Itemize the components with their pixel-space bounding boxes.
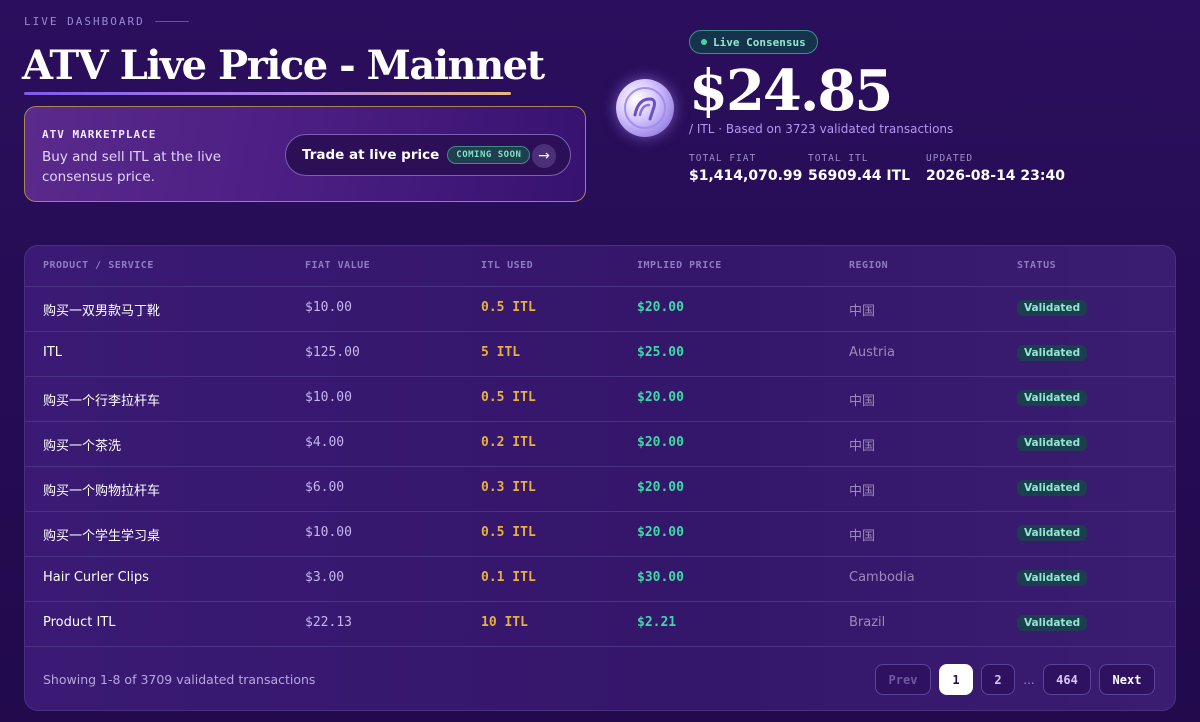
cell-fiat: $22.13: [305, 615, 352, 630]
cell-implied: $20.00: [637, 525, 684, 540]
column-header-implied: IMPLIED PRICE: [637, 260, 722, 271]
cell-itl: 0.5 ITL: [481, 300, 536, 315]
cell-region: 中国: [849, 529, 876, 544]
stat-total-fiat: TOTAL FIAT $1,414,070.99: [689, 153, 802, 184]
cell-implied: $30.00: [637, 570, 684, 585]
coming-soon-badge: COMING SOON: [447, 146, 531, 164]
marketplace-card: ATV MARKETPLACE Buy and sell ITL at the …: [24, 106, 586, 202]
price-subtitle: / ITL · Based on 3723 validated transact…: [689, 122, 954, 136]
cell-region: Austria: [849, 345, 895, 360]
stat-updated: UPDATED 2026-08-14 23:40: [926, 153, 1065, 184]
cell-fiat: $3.00: [305, 570, 345, 585]
table-row: 购买一个行李拉杆车 $10.00 0.5 ITL $20.00 中国 Valid…: [25, 377, 1175, 422]
stat-total-itl: TOTAL ITL 56909.44 ITL: [808, 153, 910, 184]
cell-region: Cambodia: [849, 570, 915, 585]
cell-itl: 0.2 ITL: [481, 435, 536, 450]
stat-label: TOTAL FIAT: [689, 153, 757, 164]
table-row: ITL $125.00 5 ITL $25.00 Austria Validat…: [25, 332, 1175, 377]
pagination: Prev 1 2 ... 464 Next: [875, 664, 1155, 695]
cell-product: Hair Curler Clips: [43, 570, 149, 585]
cell-itl: 10 ITL: [481, 615, 528, 630]
title-underline: [24, 92, 511, 95]
status-badge: Validated: [1017, 480, 1088, 496]
page-2-button[interactable]: 2: [981, 664, 1015, 695]
column-header-status: STATUS: [1017, 260, 1057, 271]
cell-product: 购买一个学生学习桌: [43, 529, 161, 544]
stat-label: UPDATED: [926, 153, 974, 164]
next-page-button[interactable]: Next: [1099, 664, 1155, 695]
status-badge: Validated: [1017, 615, 1088, 631]
cell-fiat: $125.00: [305, 345, 360, 360]
cell-itl: 5 ITL: [481, 345, 521, 360]
table-row: 购买一个学生学习桌 $10.00 0.5 ITL $20.00 中国 Valid…: [25, 512, 1175, 557]
eyebrow-label: LIVE DASHBOARD: [24, 15, 145, 28]
cell-product: ITL: [43, 345, 63, 360]
pagination-ellipsis: ...: [1023, 672, 1035, 687]
table-row: Product ITL $22.13 10 ITL $2.21 Brazil V…: [25, 602, 1175, 647]
status-badge: Validated: [1017, 300, 1088, 316]
table-row: Hair Curler Clips $3.00 0.1 ITL $30.00 C…: [25, 557, 1175, 602]
cell-implied: $20.00: [637, 435, 684, 450]
cell-region: 中国: [849, 304, 876, 319]
cell-itl: 0.5 ITL: [481, 525, 536, 540]
transactions-table: PRODUCT / SERVICE FIAT VALUE ITL USED IM…: [24, 245, 1176, 711]
cell-itl: 0.3 ITL: [481, 480, 536, 495]
prev-page-button[interactable]: Prev: [875, 664, 931, 695]
stat-value: $1,414,070.99: [689, 168, 803, 184]
cell-implied: $20.00: [637, 390, 684, 405]
cell-product: 购买一个茶洗: [43, 439, 122, 454]
status-badge: Validated: [1017, 570, 1088, 586]
cell-itl: 0.1 ITL: [481, 570, 536, 585]
cell-implied: $2.21: [637, 615, 677, 630]
page-title: ATV Live Price - Mainnet: [22, 42, 545, 89]
marketplace-label: ATV MARKETPLACE: [42, 128, 157, 141]
eyebrow: LIVE DASHBOARD: [24, 15, 189, 28]
cell-implied: $20.00: [637, 300, 684, 315]
trade-button-label: Trade at live price: [302, 147, 440, 163]
status-badge: Validated: [1017, 435, 1088, 451]
live-consensus-label: Live Consensus: [713, 35, 806, 49]
cell-implied: $25.00: [637, 345, 684, 360]
cell-product: 购买一个行李拉杆车: [43, 394, 161, 409]
eyebrow-divider: [154, 21, 189, 22]
marketplace-description: Buy and sell ITL at the live consensus p…: [42, 149, 222, 185]
arrow-right-icon: →: [532, 144, 556, 168]
cell-fiat: $4.00: [305, 435, 345, 450]
stat-value: 56909.44 ITL: [808, 168, 911, 184]
cell-region: 中国: [849, 439, 876, 454]
cell-fiat: $10.00: [305, 300, 352, 315]
cell-implied: $20.00: [637, 480, 684, 495]
status-badge: Validated: [1017, 345, 1088, 361]
live-price: $24.85: [689, 58, 893, 124]
status-badge: Validated: [1017, 525, 1088, 541]
column-header-itl: ITL USED: [481, 260, 534, 271]
cell-product: 购买一双男款马丁靴: [43, 304, 161, 319]
page-last-button[interactable]: 464: [1043, 664, 1091, 695]
cell-region: Brazil: [849, 615, 886, 630]
table-row: 购买一个茶洗 $4.00 0.2 ITL $20.00 中国 Validated: [25, 422, 1175, 467]
trade-at-live-price-button[interactable]: Trade at live price COMING SOON →: [285, 134, 571, 176]
table-row: 购买一个购物拉杆车 $6.00 0.3 ITL $20.00 中国 Valida…: [25, 467, 1175, 512]
cell-region: 中国: [849, 394, 876, 409]
table-row: 购买一双男款马丁靴 $10.00 0.5 ITL $20.00 中国 Valid…: [25, 287, 1175, 332]
cell-fiat: $10.00: [305, 390, 352, 405]
status-badge: Validated: [1017, 390, 1088, 406]
stat-label: TOTAL ITL: [808, 153, 869, 164]
cell-itl: 0.5 ITL: [481, 390, 536, 405]
live-consensus-badge: Live Consensus: [689, 30, 818, 54]
table-header: PRODUCT / SERVICE FIAT VALUE ITL USED IM…: [25, 246, 1175, 287]
column-header-product: PRODUCT / SERVICE: [43, 260, 154, 271]
itl-coin-icon: [616, 79, 674, 137]
cell-fiat: $6.00: [305, 480, 345, 495]
stat-value: 2026-08-14 23:40: [926, 168, 1065, 184]
column-header-region: REGION: [849, 260, 889, 271]
column-header-fiat: FIAT VALUE: [305, 260, 371, 271]
live-dot-icon: [701, 39, 707, 45]
cell-fiat: $10.00: [305, 525, 352, 540]
cell-region: 中国: [849, 484, 876, 499]
cell-product: Product ITL: [43, 615, 116, 630]
cell-product: 购买一个购物拉杆车: [43, 484, 161, 499]
pagination-summary: Showing 1-8 of 3709 validated transactio…: [43, 672, 316, 687]
page-1-button[interactable]: 1: [939, 664, 973, 695]
